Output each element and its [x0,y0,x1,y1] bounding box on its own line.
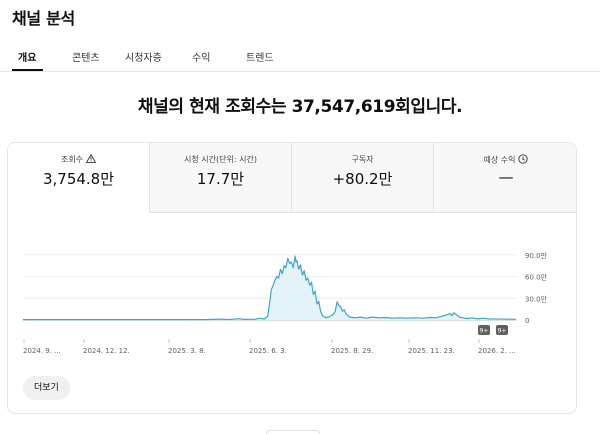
tab-content[interactable]: 콘텐츠 [72,53,100,64]
y-tick-label: 30.0만 [525,294,548,303]
metric-tabs: 조회수 3,754.8만 시청 시간(단위: 시간) 17.7만 구독자 +80… [8,143,576,213]
metric-watch-time[interactable]: 시청 시간(단위: 시간) 17.7만 [150,143,292,213]
metric-label: 구독자 [351,155,374,164]
metric-views[interactable]: 조회수 3,754.8만 [8,143,150,213]
metric-subscribers[interactable]: 구독자 +80.2만 [292,143,434,213]
active-tab-indicator [12,69,43,71]
views-chart: 90.0만 60.0만 30.0만 0 9+ 9+ 2024. 9. ... 2024. 12… [8,213,576,363]
x-tick-label: 2024. 12. 12. [83,347,130,355]
tab-trends[interactable]: 트렌드 [246,53,274,64]
metric-value: 17.7만 [196,170,245,188]
event-marker-badge[interactable] [496,325,508,335]
warning-icon [85,153,97,165]
event-marker: 9+ [496,325,508,335]
event-marker: 9+ [478,325,490,335]
metric-value: — [498,168,514,186]
tab-overview[interactable]: 개요 [18,53,37,64]
series-area [23,256,516,320]
x-tick-label: 2025. 3. 8. [168,347,206,355]
views-chart-svg: 90.0만 60.0만 30.0만 0 9+ 9+ 2024. 9. ... 2024. 12… [23,251,548,355]
x-tick-label: 2025. 6. 3. [249,347,287,355]
event-marker-label: 9+ [498,328,507,335]
metric-estimated-revenue[interactable]: 예상 수익 — [434,143,576,213]
x-tick-label: 2025. 11. 23. [408,347,455,355]
y-tick-label: 60.0만 [525,273,548,282]
event-marker-label: 9+ [480,328,489,335]
event-marker-badge[interactable] [478,325,490,335]
y-tick-label: 0 [525,317,529,325]
metric-label: 시청 시간(단위: 시간) [184,155,257,164]
metric-value: 3,754.8만 [42,170,115,188]
views-headline: 채널의 현재 조회수는 37,547,619회입니다. [137,97,463,117]
more-button[interactable]: 더보기 [23,376,70,400]
tab-revenue[interactable]: 수익 [192,53,211,64]
bottom-edge-control [266,430,320,434]
overview-card: 조회수 3,754.8만 시청 시간(단위: 시간) 17.7만 구독자 +80… [7,142,577,414]
x-tick-label: 2024. 9. ... [23,347,61,355]
series-line-views [23,255,517,321]
tab-audience[interactable]: 시청자층 [125,53,162,64]
tab-bar: 개요 콘텐츠 시청자층 수익 트렌드 [0,40,600,72]
x-tick-label: 2026. 2. ... [478,347,516,355]
metric-label: 조회수 [8,153,149,165]
page-title: 채널 분석 [12,9,75,28]
x-tick-label: 2025. 8. 29. [331,347,373,355]
y-tick-label: 90.0만 [525,251,548,260]
metric-label: 예상 수익 [434,154,576,166]
metric-value: +80.2만 [332,170,393,188]
clock-icon [518,154,529,166]
